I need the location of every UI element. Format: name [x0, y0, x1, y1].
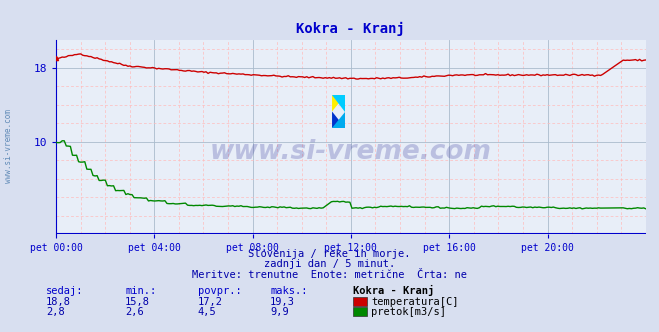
Text: 18,8: 18,8	[46, 297, 71, 307]
Text: 2,6: 2,6	[125, 307, 144, 317]
Text: Slovenija / reke in morje.: Slovenija / reke in morje.	[248, 249, 411, 259]
Text: 4,5: 4,5	[198, 307, 216, 317]
Text: Kokra - Kranj: Kokra - Kranj	[353, 285, 434, 296]
Text: 19,3: 19,3	[270, 297, 295, 307]
Text: maks.:: maks.:	[270, 286, 308, 296]
Text: 15,8: 15,8	[125, 297, 150, 307]
Polygon shape	[332, 112, 345, 128]
Text: www.si-vreme.com: www.si-vreme.com	[4, 109, 13, 183]
Text: 17,2: 17,2	[198, 297, 223, 307]
Text: 9,9: 9,9	[270, 307, 289, 317]
Polygon shape	[332, 112, 345, 128]
Text: sedaj:: sedaj:	[46, 286, 84, 296]
Text: min.:: min.:	[125, 286, 156, 296]
Text: 2,8: 2,8	[46, 307, 65, 317]
Text: pretok[m3/s]: pretok[m3/s]	[371, 307, 446, 317]
Polygon shape	[332, 95, 345, 112]
Text: zadnji dan / 5 minut.: zadnji dan / 5 minut.	[264, 259, 395, 269]
Text: povpr.:: povpr.:	[198, 286, 241, 296]
Polygon shape	[332, 95, 345, 112]
Text: Meritve: trenutne  Enote: metrične  Črta: ne: Meritve: trenutne Enote: metrične Črta: …	[192, 270, 467, 280]
Text: temperatura[C]: temperatura[C]	[371, 297, 459, 307]
Text: www.si-vreme.com: www.si-vreme.com	[210, 139, 492, 165]
Title: Kokra - Kranj: Kokra - Kranj	[297, 22, 405, 36]
